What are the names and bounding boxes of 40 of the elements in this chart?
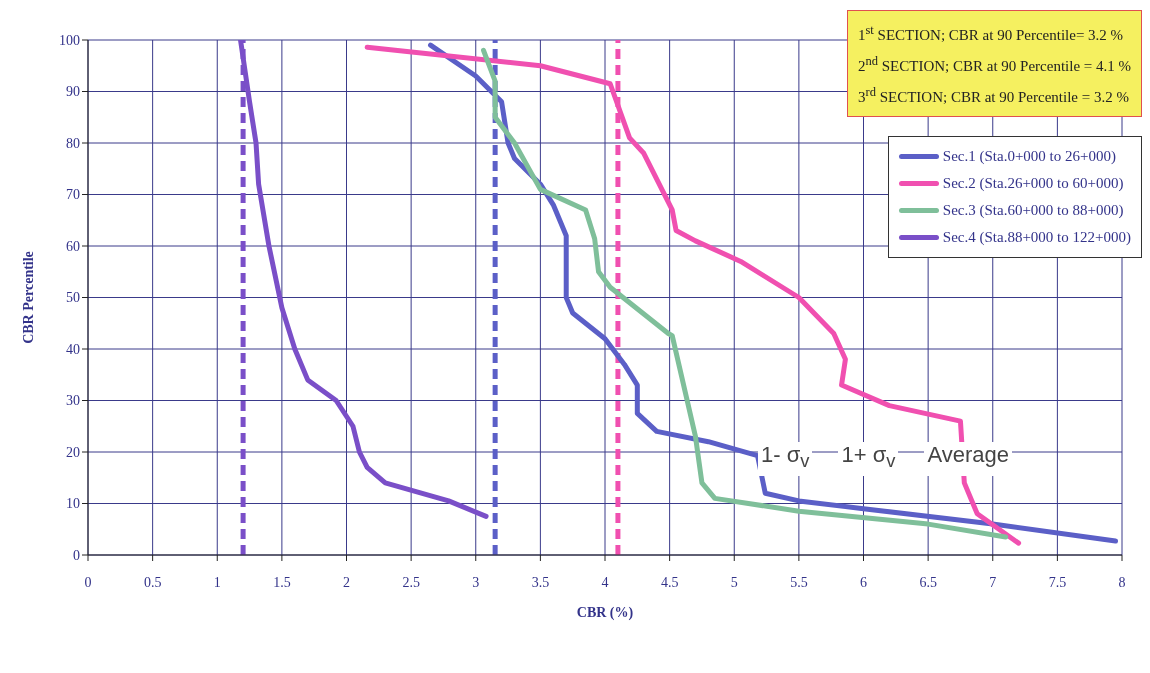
annotation: 3$^{rd}$ SECTION; CBR at 90 Percentile = 3.2 %	[857, 85, 1129, 105]
x-tick-label: 3	[472, 574, 480, 590]
y-tick-label: 0	[73, 547, 80, 563]
x-tick-label: 4	[601, 574, 609, 590]
x-tick-label: 0	[84, 574, 92, 590]
y-tick-label: 20	[66, 444, 80, 460]
x-tick-label: 7.5	[1048, 574, 1067, 590]
x-tick-label: 1.5	[273, 574, 291, 590]
x-tick-label: 0.5	[143, 574, 162, 590]
annotation: Average	[924, 442, 1012, 477]
x-tick-label: 5.5	[790, 574, 808, 590]
x-tick-label: 7	[989, 574, 997, 590]
annotation: 1+ σ$_{v}$	[838, 442, 899, 477]
x-tick-label: 5	[730, 574, 738, 590]
annotation: 1- σ$_{v}$	[758, 442, 813, 477]
x-tick-label: 3.5	[531, 574, 550, 590]
y-tick-label: 60	[66, 238, 80, 254]
x-tick-label: 6.5	[919, 574, 937, 590]
legend-label: Sec.2 (Sta.26+000 to 60+000)	[942, 175, 1124, 192]
x-tick-label: 8	[1118, 574, 1126, 590]
x-tick-label: 4.5	[660, 574, 679, 590]
x-tick-label: 2	[343, 574, 350, 590]
annotation: 2$^{nd}$ SECTION; CBR at 90 Percentile = 4.1 %	[857, 54, 1131, 74]
y-tick-label: 100	[59, 32, 80, 48]
legend-label: Sec.3 (Sta.60+000 to 88+000)	[942, 202, 1124, 219]
y-tick-label: 70	[66, 187, 80, 203]
y-tick-label: 50	[66, 290, 80, 306]
legend-label: Sec.1 (Sta.0+000 to 26+000)	[942, 148, 1116, 165]
x-tick-label: 2.5	[402, 574, 420, 590]
x-tick-label: 6	[860, 574, 867, 590]
y-tick-label: 30	[66, 393, 80, 409]
y-axis-title: CBR Percentile	[20, 251, 36, 344]
x-axis-title: CBR (%)	[576, 605, 634, 621]
x-tick-label: 1	[213, 574, 221, 590]
y-tick-label: 40	[66, 341, 80, 357]
annotation: 1$^{st}$ SECTION; CBR at 90 Percentile= 3.2 %	[857, 23, 1124, 43]
legend-label: Sec.4 (Sta.88+000 to 122+000)	[942, 229, 1131, 246]
y-tick-label: 10	[66, 496, 80, 512]
y-tick-label: 80	[66, 135, 80, 151]
y-tick-label: 90	[66, 84, 80, 100]
